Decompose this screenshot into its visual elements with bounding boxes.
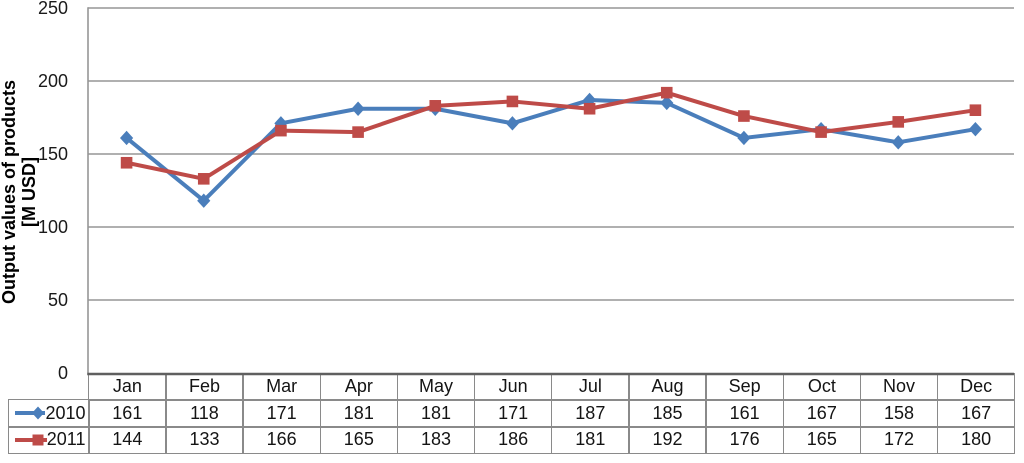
month-header-cell: Dec [936,373,1016,401]
legend-cell: 2011 [8,426,90,454]
value-cell: 167 [936,399,1016,428]
month-header-cell: Sep [705,373,784,401]
month-header-cell: Jun [473,373,553,401]
month-header-cell: Jul [551,373,630,401]
value-cell: 186 [473,426,553,454]
month-header-cell: Oct [782,373,862,401]
value-cell: 161 [88,399,167,428]
legend-key-marker [32,434,44,446]
month-header-cell: Aug [628,373,707,401]
value-cell: 158 [859,399,939,428]
legend-key-2011 [15,434,47,446]
y-tick-label: 250 [37,0,68,18]
legend-key-2010 [15,406,46,420]
month-header-cell: Apr [319,373,399,401]
month-header-cell: Jan [88,373,167,401]
value-cell: 172 [859,426,939,454]
value-cell: 166 [242,426,321,454]
value-cell: 165 [782,426,862,454]
value-cell: 181 [396,399,476,428]
value-cell: 192 [628,426,707,454]
legend-key-marker [32,406,44,420]
value-cell: 171 [473,399,553,428]
value-cell: 167 [782,399,862,428]
legend-label: 2010 [45,402,86,423]
legend-cell: 2010 [8,399,90,428]
value-cell: 144 [88,426,167,454]
y-tick-label: 50 [47,290,68,310]
value-cell: 176 [705,426,784,454]
y-tick-label: 150 [37,144,68,164]
value-cell: 165 [319,426,399,454]
y-tick-label: 0 [57,363,68,383]
value-cell: 181 [319,399,399,428]
value-cell: 118 [165,399,244,428]
value-cell: 181 [551,426,630,454]
value-cell: 161 [705,399,784,428]
y-tick-label: 200 [37,71,68,91]
month-header-cell: Mar [242,373,321,401]
month-header-cell: Feb [165,373,244,401]
value-cell: 183 [396,426,476,454]
value-cell: 185 [628,399,707,428]
legend-label: 2011 [46,429,86,450]
month-header-cell: May [396,373,476,401]
value-cell: 187 [551,399,630,428]
y-tick-label: 100 [37,217,68,237]
month-header-cell: Nov [859,373,939,401]
value-cell: 180 [936,426,1016,454]
value-cell: 171 [242,399,321,428]
value-cell: 133 [165,426,244,454]
